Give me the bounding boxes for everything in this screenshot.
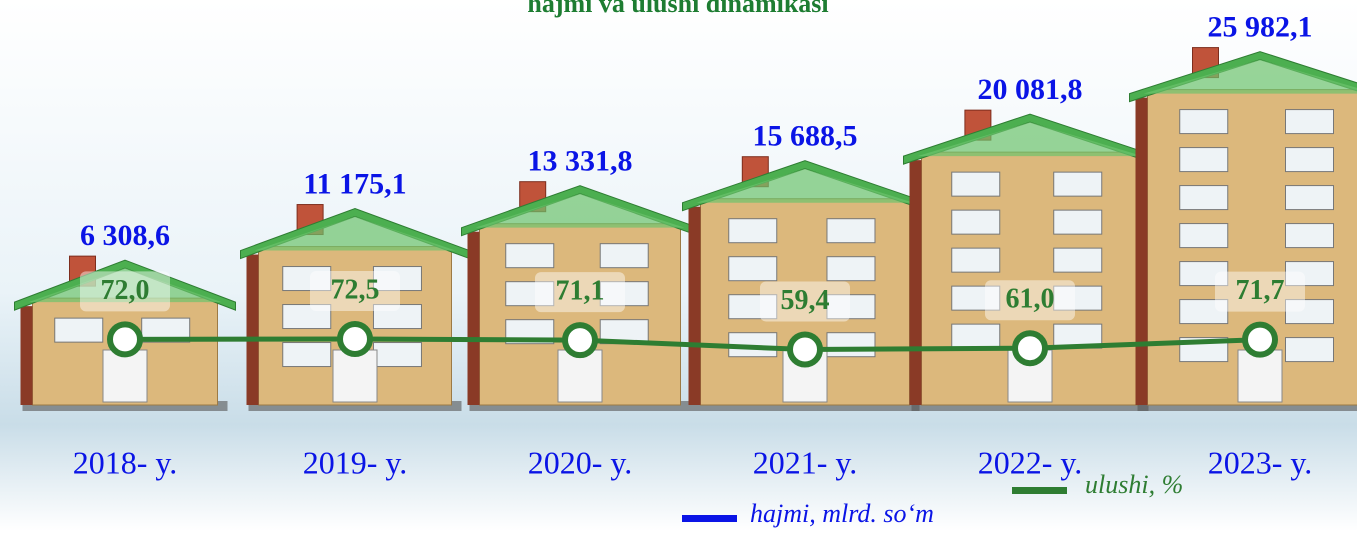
line-value-label: 72,0 <box>101 275 150 306</box>
marker <box>110 324 140 354</box>
legend-swatch <box>682 515 737 522</box>
window <box>1286 110 1334 134</box>
window <box>1054 172 1102 196</box>
door <box>1238 350 1282 402</box>
window <box>827 257 875 281</box>
x-tick-label: 2018- y. <box>73 444 178 480</box>
line-value-label: 59,4 <box>781 285 830 316</box>
house-side <box>468 232 480 405</box>
window <box>729 219 777 243</box>
window <box>1054 210 1102 234</box>
door <box>333 350 377 402</box>
value-label: 11 175,1 <box>303 167 406 200</box>
window <box>55 318 103 342</box>
value-label: 6 308,6 <box>80 219 170 252</box>
window <box>1286 224 1334 248</box>
window <box>729 257 777 281</box>
window <box>1286 186 1334 210</box>
x-tick-label: 2020- y. <box>528 444 633 480</box>
x-tick-label: 2023- y. <box>1208 444 1313 480</box>
window <box>827 219 875 243</box>
legend-swatch <box>1012 487 1067 494</box>
value-label: 20 081,8 <box>978 73 1083 106</box>
window <box>1180 110 1228 134</box>
door <box>103 350 147 402</box>
house-side <box>1136 98 1148 405</box>
window <box>600 244 648 268</box>
house <box>1130 48 1357 411</box>
marker <box>1245 325 1275 355</box>
chart-title: hajmi va ulushi dinamikasi <box>527 0 828 18</box>
house-side <box>21 306 33 405</box>
line-value-label: 71,1 <box>556 276 605 307</box>
marker <box>1015 333 1045 363</box>
line-value-label: 71,7 <box>1236 275 1285 306</box>
legend-label: hajmi, mlrd. so‘m <box>750 499 934 528</box>
line-value-label: 61,0 <box>1006 284 1055 315</box>
window <box>506 244 554 268</box>
line-value-label: 72,5 <box>331 274 380 305</box>
value-label: 25 982,1 <box>1208 10 1313 43</box>
x-tick-label: 2021- y. <box>753 444 858 480</box>
window <box>1286 338 1334 362</box>
marker <box>565 325 595 355</box>
house-side <box>689 207 701 405</box>
window <box>1180 186 1228 210</box>
marker <box>790 334 820 364</box>
x-tick-label: 2022- y. <box>978 444 1083 480</box>
house-side <box>247 255 259 405</box>
legend-label: ulushi, % <box>1085 470 1183 499</box>
value-label: 15 688,5 <box>753 120 858 153</box>
window <box>1180 224 1228 248</box>
window <box>1286 148 1334 172</box>
window <box>952 172 1000 196</box>
window <box>827 333 875 357</box>
marker <box>340 324 370 354</box>
house-side <box>910 160 922 405</box>
window <box>1180 148 1228 172</box>
window <box>952 324 1000 348</box>
window <box>952 248 1000 272</box>
value-label: 13 331,8 <box>528 145 633 178</box>
x-tick-label: 2019- y. <box>303 444 408 480</box>
window <box>373 343 421 367</box>
window <box>1054 248 1102 272</box>
window <box>952 210 1000 234</box>
window <box>283 343 331 367</box>
